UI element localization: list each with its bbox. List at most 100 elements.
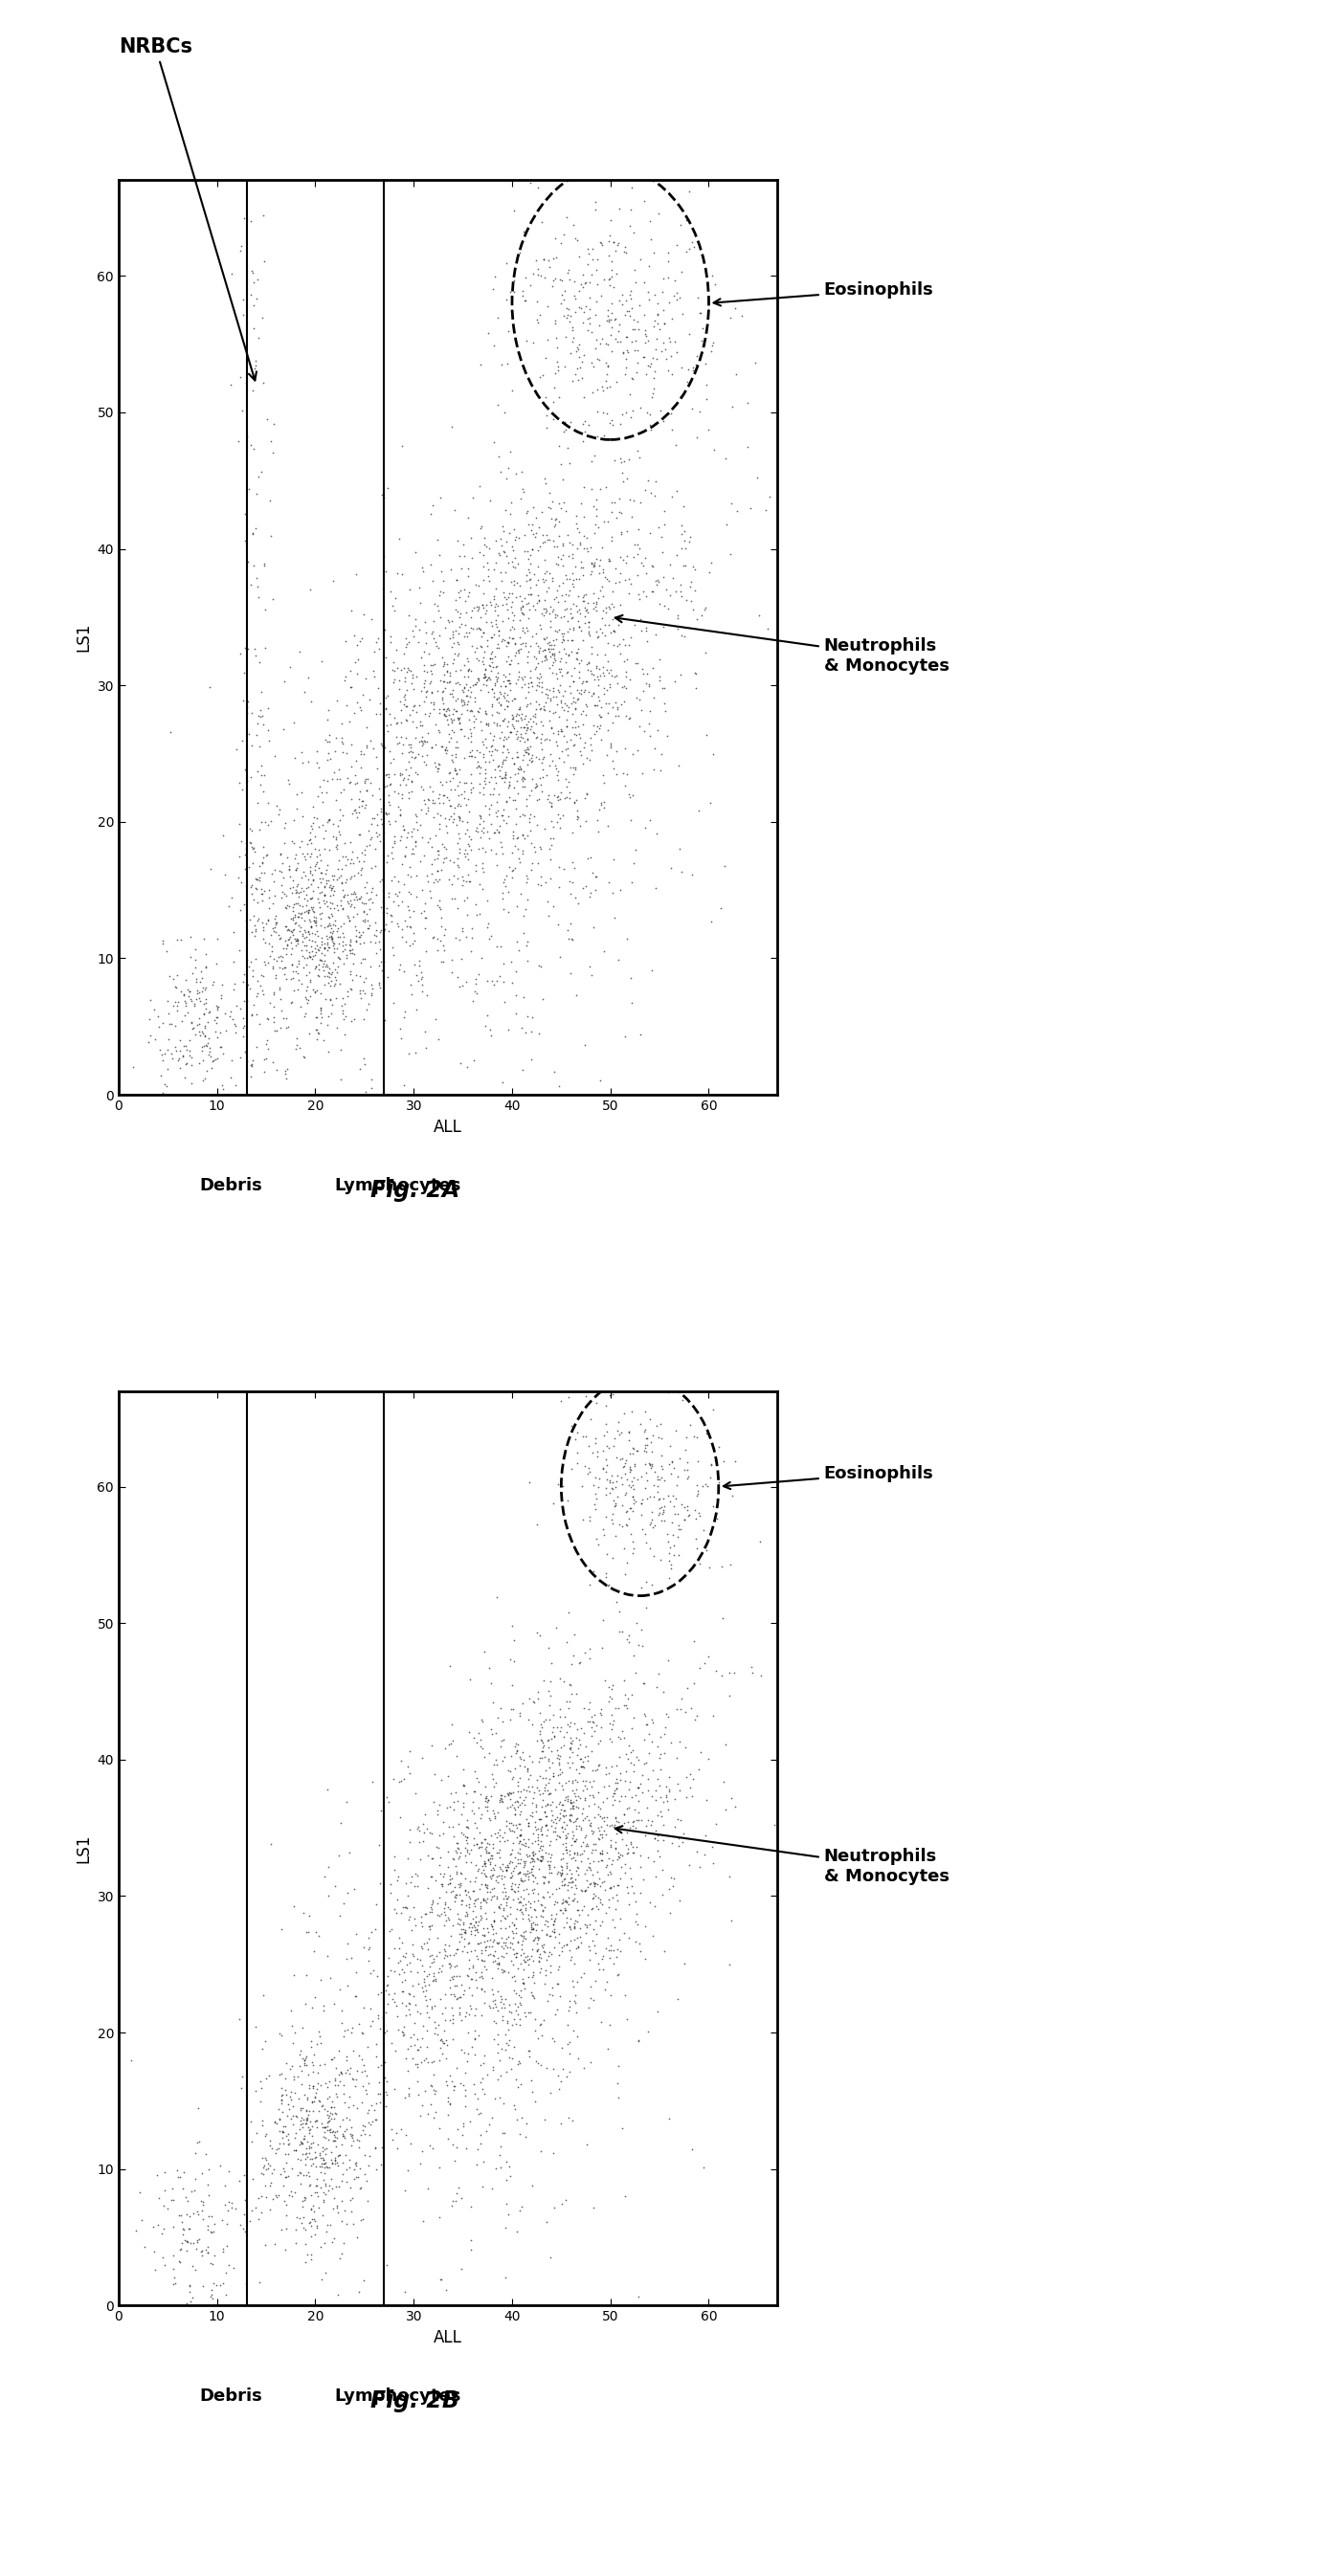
Point bbox=[328, 2166, 349, 2208]
Point bbox=[353, 884, 374, 925]
Point bbox=[486, 690, 507, 732]
Point bbox=[391, 778, 413, 819]
Point bbox=[530, 855, 551, 896]
Point bbox=[411, 1906, 432, 1947]
Point bbox=[489, 1945, 510, 1986]
Point bbox=[274, 2058, 295, 2099]
Point bbox=[324, 927, 345, 969]
Point bbox=[510, 1875, 531, 1917]
Point bbox=[576, 263, 597, 304]
Point bbox=[434, 837, 455, 878]
Point bbox=[398, 778, 419, 819]
Point bbox=[489, 2040, 510, 2081]
Point bbox=[685, 652, 706, 693]
Point bbox=[601, 399, 622, 440]
Point bbox=[583, 484, 604, 526]
Point bbox=[304, 2130, 326, 2172]
Point bbox=[670, 1437, 691, 1479]
Point bbox=[192, 1059, 214, 1100]
Point bbox=[182, 2246, 203, 2287]
Point bbox=[391, 425, 413, 466]
Point bbox=[471, 2092, 492, 2133]
Point bbox=[518, 2030, 539, 2071]
Point bbox=[597, 353, 618, 394]
Point bbox=[502, 811, 523, 853]
Point bbox=[337, 884, 358, 925]
Point bbox=[538, 1726, 559, 1767]
Point bbox=[476, 690, 497, 732]
Point bbox=[489, 2136, 510, 2177]
Point bbox=[436, 2038, 457, 2079]
Point bbox=[484, 672, 505, 714]
Point bbox=[295, 886, 316, 927]
Point bbox=[552, 1880, 573, 1922]
Point bbox=[572, 340, 593, 381]
Point bbox=[550, 258, 571, 299]
Point bbox=[414, 644, 435, 685]
Point bbox=[457, 2040, 478, 2081]
Point bbox=[328, 2192, 349, 2233]
Point bbox=[320, 914, 341, 956]
Point bbox=[228, 420, 249, 461]
Point bbox=[600, 1937, 621, 1978]
Point bbox=[377, 675, 398, 716]
Point bbox=[546, 1989, 567, 2030]
Point bbox=[544, 1883, 565, 1924]
Point bbox=[629, 528, 650, 569]
Point bbox=[507, 644, 529, 685]
Point bbox=[290, 894, 311, 935]
Point bbox=[544, 1880, 565, 1922]
Point bbox=[494, 2208, 515, 2249]
Point bbox=[254, 2223, 275, 2264]
Point bbox=[481, 605, 502, 647]
Point bbox=[602, 1783, 623, 1824]
Point bbox=[170, 920, 191, 961]
Point bbox=[356, 724, 377, 765]
Point bbox=[451, 2177, 472, 2218]
Point bbox=[621, 1674, 642, 1716]
Point bbox=[639, 1476, 660, 1517]
Point bbox=[294, 670, 315, 711]
Point bbox=[256, 2112, 277, 2154]
Point bbox=[532, 1896, 554, 1937]
Point bbox=[332, 2074, 353, 2115]
Point bbox=[278, 850, 299, 891]
Point bbox=[351, 943, 372, 984]
Point bbox=[642, 546, 663, 587]
Point bbox=[518, 1901, 539, 1942]
Point bbox=[530, 1839, 551, 1880]
Point bbox=[308, 829, 330, 871]
Point bbox=[486, 659, 507, 701]
Point bbox=[314, 2043, 335, 2084]
Point bbox=[414, 742, 435, 783]
Point bbox=[567, 791, 588, 832]
Point bbox=[573, 1886, 594, 1927]
Point bbox=[551, 683, 572, 724]
Point bbox=[641, 471, 662, 513]
Point bbox=[563, 567, 584, 608]
Point bbox=[579, 1700, 600, 1741]
Point bbox=[505, 634, 526, 675]
Point bbox=[322, 912, 343, 953]
Point bbox=[538, 1834, 559, 1875]
Point bbox=[583, 1855, 604, 1896]
Point bbox=[641, 1422, 662, 1463]
Point bbox=[529, 688, 550, 729]
Point bbox=[424, 582, 445, 623]
Point bbox=[431, 670, 452, 711]
Point bbox=[473, 1971, 494, 2012]
Point bbox=[353, 1927, 374, 1968]
Point bbox=[287, 2154, 308, 2195]
X-axis label: ALL: ALL bbox=[434, 1118, 463, 1136]
Point bbox=[604, 611, 625, 652]
Point bbox=[378, 781, 399, 822]
Point bbox=[515, 1888, 536, 1929]
Point bbox=[456, 1829, 477, 1870]
Point bbox=[275, 2133, 297, 2174]
Point bbox=[496, 1899, 517, 1940]
Point bbox=[243, 1038, 264, 1079]
Point bbox=[455, 770, 476, 811]
Point bbox=[500, 1777, 521, 1819]
Point bbox=[560, 1795, 581, 1837]
Point bbox=[336, 2148, 357, 2190]
